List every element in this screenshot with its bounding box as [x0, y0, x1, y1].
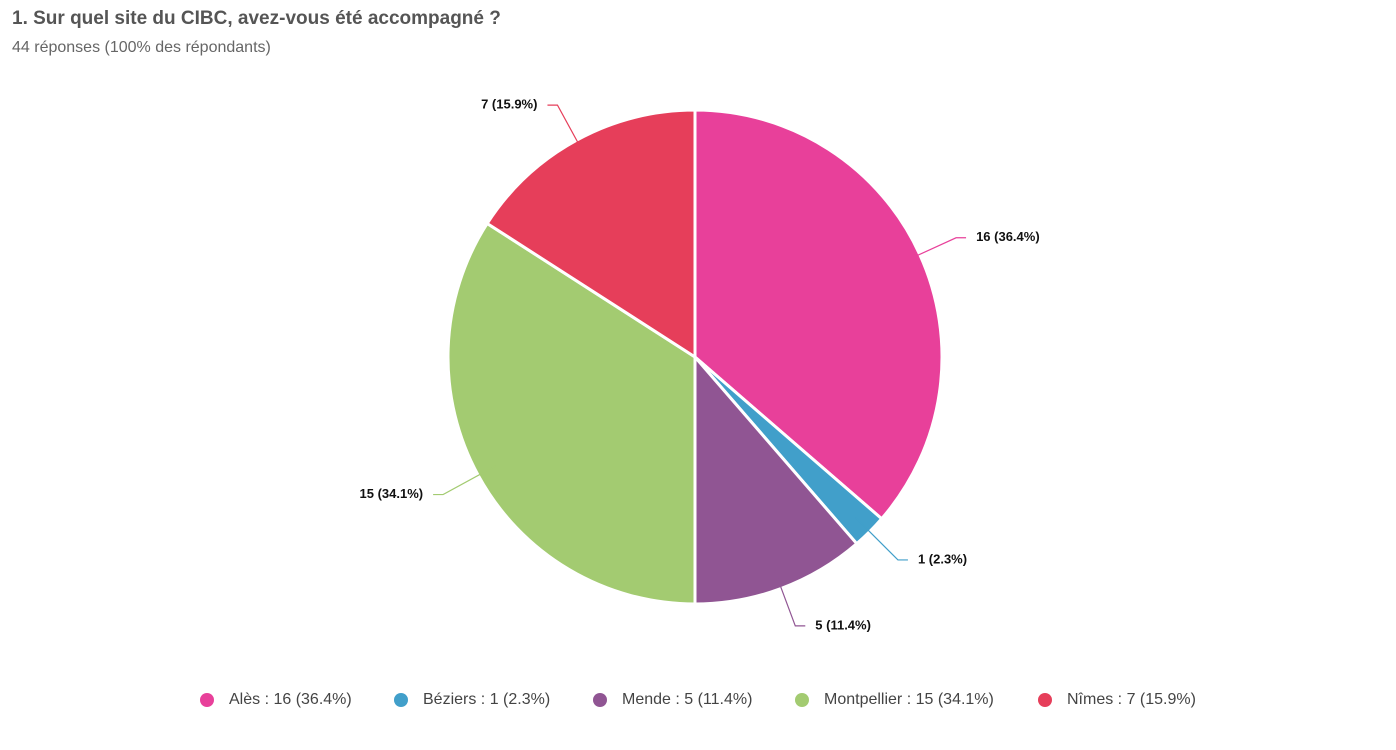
- legend-swatch: [593, 693, 607, 707]
- leader-line: [901, 237, 967, 264]
- leader-line: [433, 465, 497, 496]
- legend-label: Montpellier : 15 (34.1%): [824, 691, 994, 708]
- data-label: 16 (36.4%): [976, 229, 1040, 244]
- legend-swatch: [1038, 693, 1052, 707]
- chart-subtitle: 44 réponses (100% des répondants): [12, 39, 271, 56]
- leader-line: [855, 517, 908, 561]
- data-label: 5 (11.4%): [815, 617, 871, 632]
- data-label: 15 (34.1%): [360, 486, 424, 501]
- legend-label: Béziers : 1 (2.3%): [423, 691, 550, 708]
- chart-title: 1. Sur quel site du CIBC, avez-vous été …: [12, 8, 501, 29]
- data-label: 1 (2.3%): [918, 551, 967, 566]
- legend-label: Alès : 16 (36.4%): [229, 691, 352, 708]
- data-label: 7 (15.9%): [481, 97, 537, 112]
- legend-label: Mende : 5 (11.4%): [622, 691, 752, 708]
- leader-line: [547, 104, 587, 159]
- legend-swatch: [394, 693, 408, 707]
- legend-swatch: [200, 693, 214, 707]
- legend-swatch: [795, 693, 809, 707]
- leader-line: [773, 569, 806, 627]
- legend-label: Nîmes : 7 (15.9%): [1067, 691, 1196, 708]
